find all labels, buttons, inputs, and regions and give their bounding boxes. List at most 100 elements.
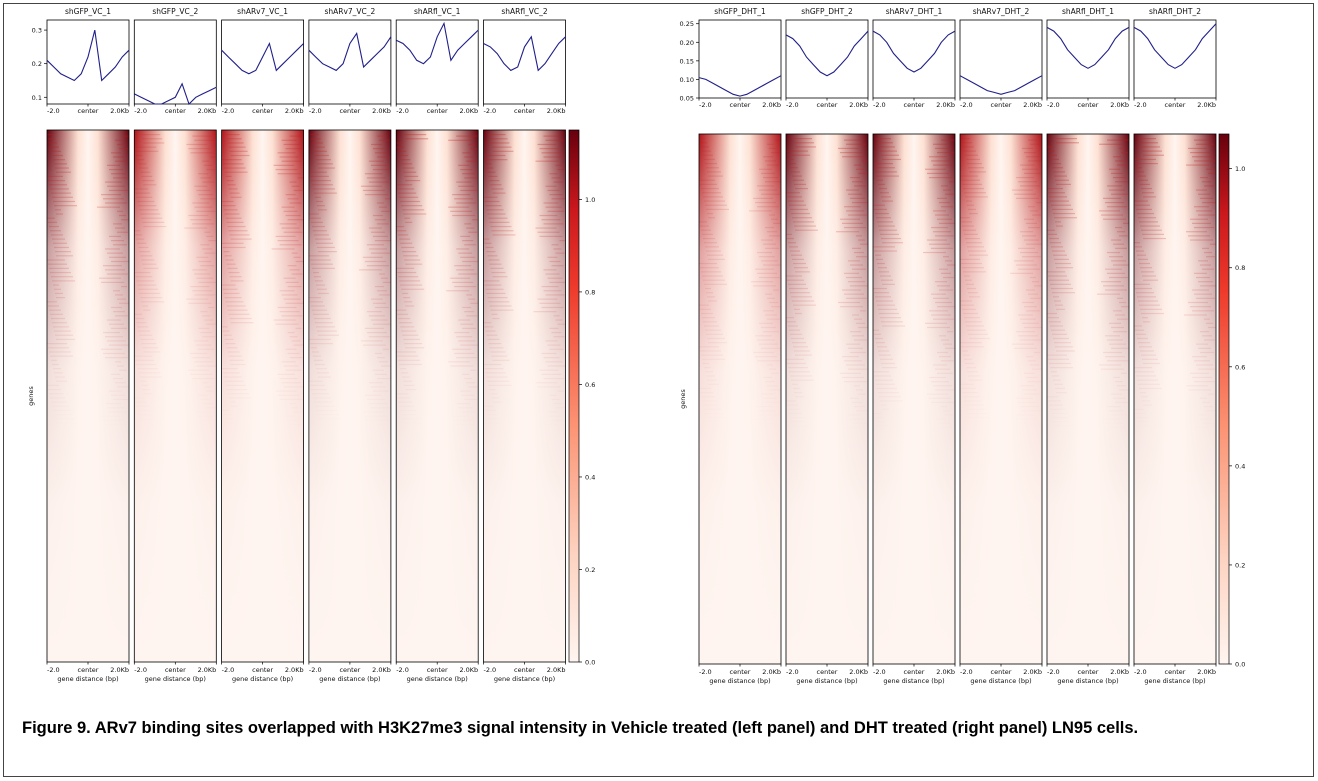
streak [1111, 393, 1122, 395]
streak [962, 142, 972, 144]
streak [699, 388, 711, 389]
streak [706, 167, 719, 169]
streak [854, 251, 864, 254]
streak [452, 214, 476, 217]
streak [142, 305, 149, 307]
streak [223, 209, 238, 211]
streak [874, 208, 887, 210]
streak [309, 259, 331, 261]
streak [283, 210, 298, 212]
streak [399, 406, 414, 407]
streak [929, 156, 947, 158]
streak [225, 217, 242, 219]
streak [1186, 164, 1209, 166]
profile-x-tick-label: center [1165, 101, 1186, 109]
y-axis-label: genes [27, 386, 35, 406]
streak [374, 152, 388, 154]
streak [446, 290, 470, 292]
streak [402, 167, 415, 169]
streak [190, 152, 214, 154]
streak [789, 371, 810, 373]
streak [105, 357, 128, 359]
streak [708, 425, 729, 426]
streak [366, 311, 382, 313]
streak [789, 329, 800, 331]
streak [400, 368, 407, 370]
streak [121, 219, 129, 221]
colorbar-tick-label: 0.8 [1235, 264, 1245, 272]
streak [229, 397, 252, 398]
streak [963, 396, 980, 397]
streak [1032, 368, 1042, 370]
streak [458, 185, 475, 187]
streak [138, 288, 159, 290]
streak [1111, 414, 1127, 415]
streak [374, 373, 387, 375]
streak [1194, 360, 1210, 362]
streak [103, 420, 123, 421]
streak [1141, 229, 1162, 231]
streak [462, 373, 470, 375]
streak [119, 302, 129, 304]
streak [706, 250, 721, 252]
streak [790, 208, 808, 210]
streak [109, 411, 127, 412]
streak [372, 369, 384, 371]
streak [882, 158, 901, 161]
streak [223, 334, 232, 336]
streak [192, 290, 213, 292]
streak [960, 384, 974, 385]
streak [313, 234, 329, 236]
streak [308, 338, 331, 341]
streak [56, 422, 77, 423]
streak [699, 138, 705, 140]
streak [1139, 138, 1156, 140]
x-axis-label: gene distance (bp) [709, 677, 770, 685]
streak [961, 304, 974, 306]
profile-frame [1133, 19, 1217, 99]
streak [789, 413, 802, 414]
streak [192, 269, 208, 271]
streak [366, 265, 389, 267]
streak [1020, 251, 1038, 254]
streak [194, 273, 211, 275]
streak [139, 292, 161, 295]
streak [382, 281, 391, 283]
streak [933, 297, 949, 299]
streak [404, 217, 411, 219]
streak [119, 214, 126, 217]
streak [1054, 175, 1067, 177]
streak [1020, 385, 1034, 386]
streak [1056, 350, 1075, 352]
streak [485, 330, 496, 332]
streak [1111, 347, 1129, 349]
streak [488, 422, 502, 423]
streak [200, 311, 208, 313]
streak [557, 168, 565, 171]
profile-x-tick-label: -2.0 [873, 101, 886, 109]
streak [943, 276, 954, 279]
streak [1140, 267, 1152, 269]
streak [317, 334, 339, 336]
streak [202, 248, 213, 250]
streak [939, 356, 951, 358]
streak [139, 334, 153, 336]
streak [846, 276, 862, 279]
streak [846, 297, 867, 299]
streak [117, 231, 128, 233]
streak [281, 160, 302, 162]
streak [468, 231, 478, 233]
streak [554, 403, 563, 404]
streak [547, 189, 560, 192]
streak [840, 306, 863, 308]
streak [456, 202, 477, 204]
streak [840, 218, 860, 220]
streak [50, 188, 69, 190]
streak [374, 352, 382, 355]
streak [206, 390, 214, 391]
streak [1024, 394, 1040, 395]
streak [372, 302, 386, 304]
streak [795, 146, 816, 148]
streak [844, 226, 866, 229]
streak [707, 296, 715, 298]
